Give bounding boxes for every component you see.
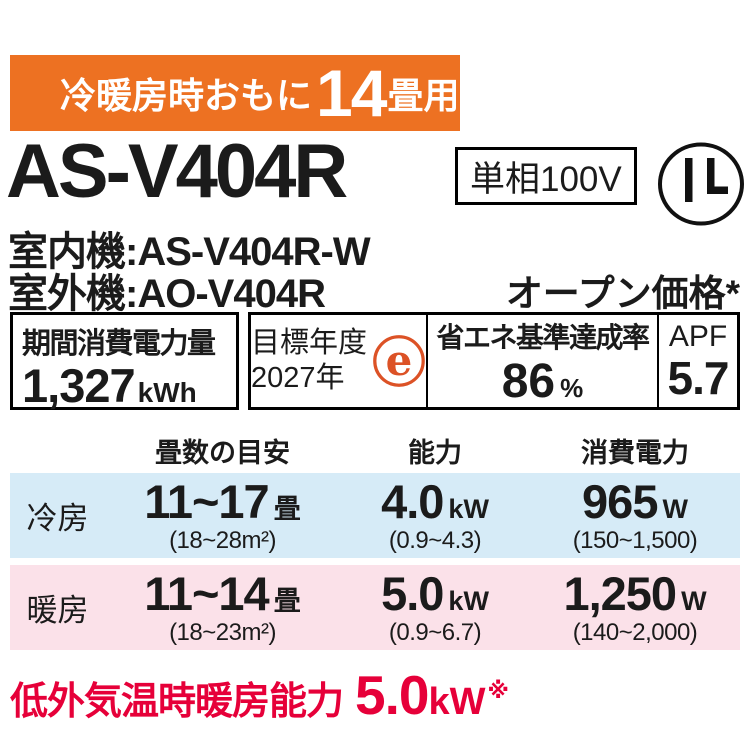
indoor-unit-label: 室内機: (8, 230, 138, 274)
header-power: 消費電力 (581, 437, 689, 468)
cooling-row: 冷房 11~17 畳 (18~28m²) 4.0 kW (0.9~4.3) 96… (10, 473, 740, 558)
svg-text:e: e (386, 336, 413, 385)
cooling-capacity-cell: 4.0 kW (0.9~4.3) (340, 473, 530, 558)
heating-tatami-range: (18~23m²) (169, 619, 276, 646)
outdoor-unit-value: AO-V404R (137, 272, 326, 316)
achievement-label: 省エネ基準達成率 (436, 322, 650, 353)
target-year-label: 目標年度 (251, 327, 368, 360)
low-temp-heating-note: 低外気温時暖房能力 5.0 kW ※ (10, 668, 509, 725)
achievement-unit: % (560, 373, 584, 403)
banner-suffix: 畳用 (387, 75, 460, 116)
achievement-cell: 省エネ基準達成率 86 % (426, 315, 657, 407)
apf-value: 5.7 (667, 351, 730, 404)
apf-label: APF (668, 319, 728, 353)
power-phase-badge: 単相100V (455, 147, 637, 205)
heating-power-unit: W (681, 586, 707, 616)
heating-power-range: (140~2,000) (572, 619, 698, 646)
cooling-capacity-unit: kW (448, 494, 489, 524)
target-year-text: 目標年度 2027年 (251, 326, 367, 396)
period-power-unit: kWh (137, 377, 197, 408)
cooling-tatami-value: 11~17 (144, 475, 269, 528)
low-temp-heating-asterisk: ※ (487, 678, 509, 703)
achievement-value: 86 (501, 355, 556, 408)
banner-prefix: 冷暖房時おもに (60, 75, 313, 116)
cooling-row-label: 冷房 (26, 501, 89, 536)
cooling-power-value: 965 (582, 475, 658, 528)
period-power-label: 期間消費電力量 (22, 328, 216, 360)
model-name: AS-V404R (6, 129, 348, 214)
low-temp-heating-unit: kW (428, 681, 486, 723)
heating-power-cell: 1,250 W (140~2,000) (530, 565, 740, 650)
cooling-capacity-range: (0.9~4.3) (388, 527, 482, 554)
cooling-power-range: (150~1,500) (572, 527, 698, 554)
heating-capacity-value: 5.0 (381, 567, 444, 620)
heating-tatami-unit: 畳 (273, 586, 301, 616)
outdoor-unit-line: 室外機:AO-V404R (8, 261, 326, 319)
low-temp-heating-value: 5.0 (355, 664, 429, 726)
indoor-unit-line: 室内機:AS-V404R-W (8, 219, 371, 277)
energy-saving-emark-icon: e (373, 335, 425, 387)
apf-cell: APF 5.7 (657, 315, 737, 407)
target-year-cell: 目標年度 2027年 e (251, 315, 426, 407)
heating-capacity-range: (0.9~6.7) (388, 619, 482, 646)
heating-power-value: 1,250 (563, 567, 677, 620)
heating-row-label: 暖房 (26, 593, 89, 628)
heating-capacity-cell: 5.0 kW (0.9~6.7) (340, 565, 530, 650)
header-tatami: 畳数の目安 (155, 437, 290, 468)
cooling-capacity-value: 4.0 (381, 475, 444, 528)
usage-banner: 冷暖房時おもに 14 畳用 (10, 55, 460, 131)
target-year-value: 2027年 (251, 362, 345, 394)
cooling-tatami-cell: 11~17 畳 (18~28m²) (105, 473, 340, 558)
banner-size-number: 14 (316, 56, 387, 130)
period-power-value-row: 1,327 kWh (22, 362, 227, 409)
achievement-value-row: 86 % (502, 358, 584, 406)
cooling-power-unit: W (662, 494, 688, 524)
heating-tatami-cell: 11~14 畳 (18~23m²) (105, 565, 340, 650)
cooling-tatami-range: (18~28m²) (169, 527, 276, 554)
plug-il-icon (658, 142, 744, 226)
period-power-box: 期間消費電力量 1,327 kWh (10, 312, 239, 410)
open-price-note: オープン価格* (505, 273, 740, 314)
indoor-unit-value: AS-V404R-W (137, 230, 370, 274)
spec-table-header: 畳数の目安 能力 消費電力 (10, 429, 740, 471)
energy-rating-box: 目標年度 2027年 e 省エネ基準達成率 86 % APF 5.7 (248, 312, 740, 410)
heating-tatami-value: 11~14 (144, 567, 269, 620)
header-capacity: 能力 (408, 437, 462, 468)
low-temp-heating-label: 低外気温時暖房能力 (10, 681, 344, 723)
cooling-tatami-unit: 畳 (273, 494, 301, 524)
cooling-power-cell: 965 W (150~1,500) (530, 473, 740, 558)
heating-capacity-unit: kW (448, 586, 489, 616)
outdoor-unit-label: 室外機: (8, 272, 138, 316)
heating-row: 暖房 11~14 畳 (18~23m²) 5.0 kW (0.9~6.7) 1,… (10, 565, 740, 650)
period-power-value: 1,327 (22, 359, 136, 412)
